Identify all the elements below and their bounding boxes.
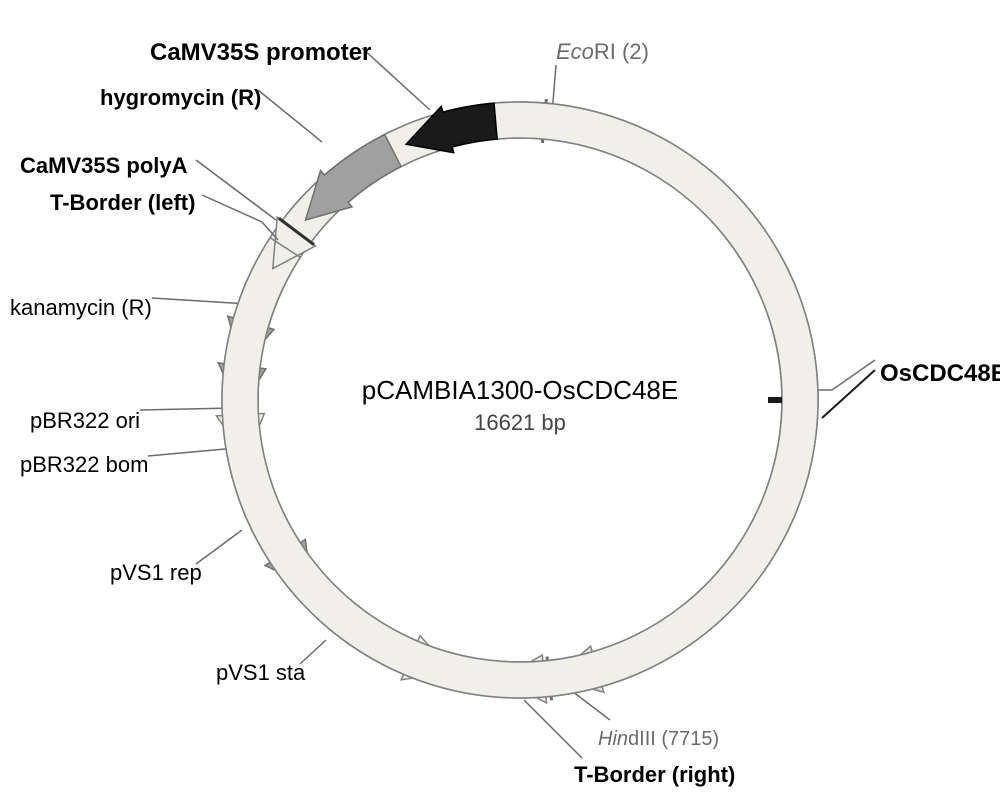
label-hygromycin: hygromycin (R) (100, 85, 261, 111)
leader-camv35s_prom (362, 48, 430, 110)
label-pvs1_sta: pVS1 sta (216, 660, 305, 686)
label-ecori_tick: EcoRI (2) (556, 39, 649, 65)
feature-hygromycin (306, 134, 402, 220)
label-camv35s_prom: CaMV35S promoter (150, 39, 371, 67)
label-pbr322_ori: pBR322 ori (30, 408, 140, 434)
label-pvs1_rep: pVS1 rep (110, 560, 202, 586)
plasmid-size: 16621 bp (474, 410, 566, 436)
label-kanamycin: kanamycin (R) (10, 295, 152, 321)
leader-pbr322_bom (148, 448, 236, 456)
plasmid-name: pCAMBIA1300-OsCDC48E (362, 375, 678, 406)
label-pbr322_bom: pBR322 bom (20, 452, 148, 478)
leader-tborder_left (202, 195, 278, 240)
label-tborder_right: T-Border (right) (574, 762, 735, 788)
leader-hygromycin (258, 90, 322, 142)
leader-oscdc48e (810, 360, 875, 390)
label-camv_polya_tick: CaMV35S polyA (20, 153, 188, 179)
leader-tborder_right (524, 700, 582, 758)
leader-kanamycin (152, 298, 248, 304)
leader-pvs1_rep (196, 530, 242, 564)
label-oscdc48e: OsCDC48E (880, 360, 1000, 388)
label-tborder_left: T-Border (left) (50, 190, 195, 216)
label-hindiii_tick: HindIII (7715) (598, 728, 719, 751)
leader-pbr322_ori (140, 408, 234, 410)
